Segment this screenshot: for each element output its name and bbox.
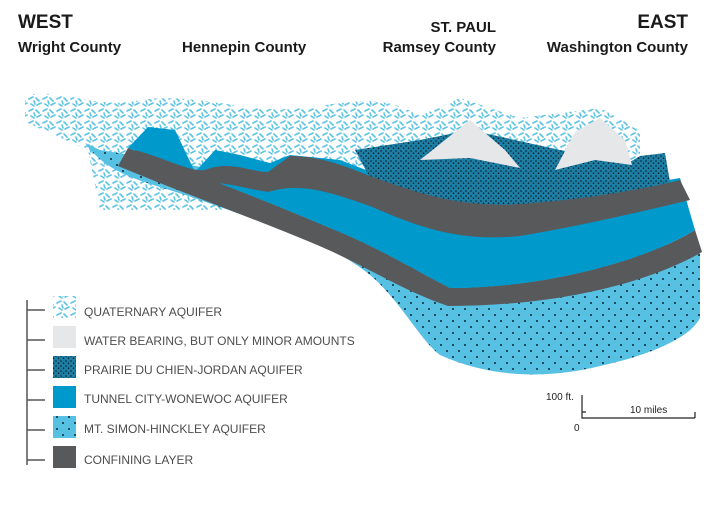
scale-vertical-label: 100 ft. — [546, 392, 574, 403]
legend-label: QUATERNARY AQUIFER — [84, 305, 222, 319]
water-bearing-patch — [555, 118, 632, 170]
legend-label: WATER BEARING, BUT ONLY MINOR AMOUNTS — [84, 334, 355, 348]
scale-zero-label: 0 — [574, 423, 580, 434]
scale-lines — [581, 395, 696, 419]
legend-swatch — [53, 446, 76, 468]
legend-swatch — [53, 296, 76, 318]
header-county: Washington County — [547, 39, 689, 56]
header-county: Ramsey County — [383, 39, 497, 56]
legend-label: PRAIRIE DU CHIEN-JORDAN AQUIFER — [84, 363, 303, 377]
water-bearing-patch — [420, 120, 520, 168]
headers: WEST Wright County Hennepin County ST. P… — [18, 12, 689, 56]
scale-bar: 100 ft. 0 10 miles — [546, 392, 696, 434]
header-county: Hennepin County — [182, 39, 307, 56]
legend-label: MT. SIMON-HINCKLEY AQUIFER — [84, 422, 266, 436]
confining-layer — [135, 150, 690, 238]
header-title: ST. PAUL — [430, 19, 496, 36]
scale-horizontal-label: 10 miles — [630, 405, 667, 416]
legend-swatch — [53, 416, 76, 438]
legend-label: CONFINING LAYER — [84, 453, 193, 467]
legend-swatch — [53, 326, 76, 348]
legend-label: TUNNEL CITY-WONEWOC AQUIFER — [84, 392, 288, 406]
legend-bracket — [26, 300, 45, 465]
section-layers — [25, 93, 702, 375]
legend: QUATERNARY AQUIFER WATER BEARING, BUT ON… — [26, 296, 355, 468]
legend-swatch — [53, 386, 76, 408]
header-county: Wright County — [18, 39, 122, 56]
confining-layer — [118, 148, 702, 306]
header-title: EAST — [637, 12, 688, 33]
legend-swatch — [53, 356, 76, 378]
prairie-du-chien-layer — [355, 130, 670, 205]
header-title: WEST — [18, 12, 73, 33]
